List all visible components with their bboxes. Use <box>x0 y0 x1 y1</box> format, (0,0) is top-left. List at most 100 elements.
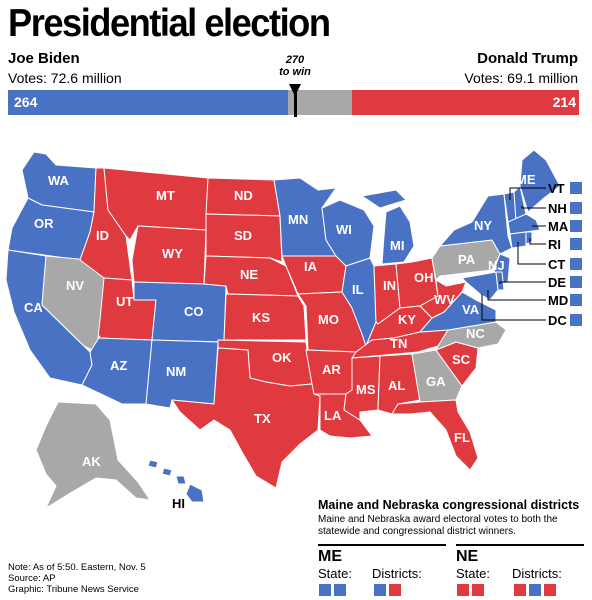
label-de: DE <box>548 275 566 290</box>
state-hi <box>147 459 205 503</box>
callout-line-ct <box>517 242 546 265</box>
state-ri <box>525 231 533 245</box>
label-ri: RI <box>548 237 561 252</box>
state-me <box>519 149 561 213</box>
label-tn: TN <box>390 336 407 351</box>
districts-description: Maine and Nebraska award electoral votes… <box>318 514 558 537</box>
callout-line-de <box>499 281 546 284</box>
me-districts-label: Districts: <box>372 566 422 581</box>
label-nv: NV <box>66 278 84 293</box>
state-labels: WA OR CA NV ID MT WY UT AZ CO NM ND SD N… <box>24 172 536 511</box>
state-ak <box>35 401 151 509</box>
label-va: VA <box>462 302 480 317</box>
label-ma: MA <box>548 219 569 234</box>
label-az: AZ <box>110 358 127 373</box>
ne-district-square <box>514 584 526 596</box>
label-mo: MO <box>318 312 339 327</box>
callout-line-md <box>487 290 546 301</box>
districts-title: Maine and Nebraska congressional distric… <box>318 498 580 512</box>
ne-group-label: NE <box>456 548 479 565</box>
swatch-ri <box>570 238 582 250</box>
label-wi: WI <box>336 222 352 237</box>
label-oh: OH <box>414 270 434 285</box>
swatch-de <box>570 276 582 288</box>
label-al: AL <box>388 378 405 393</box>
label-ny: NY <box>474 218 492 233</box>
trump-votes: Votes: 69.1 million <box>464 70 578 86</box>
callout-line-vt <box>509 187 546 200</box>
graphic-credit: Graphic: Tribune News Service <box>8 584 139 595</box>
ne-divider <box>456 544 584 546</box>
ne-state-square <box>457 584 469 596</box>
trump-name: Donald Trump <box>477 50 578 67</box>
label-ne: NE <box>240 267 258 282</box>
label-nc: NC <box>466 326 485 341</box>
label-tx: TX <box>254 411 271 426</box>
label-fl: FL <box>454 430 470 445</box>
label-or: OR <box>34 216 54 231</box>
ne-state-square <box>472 584 484 596</box>
label-ca: CA <box>24 300 43 315</box>
me-district-square <box>389 584 401 596</box>
label-nj: NJ <box>488 258 505 273</box>
source-text: Source: AP <box>8 573 56 584</box>
biden-bar <box>8 90 289 115</box>
label-wy: WY <box>162 246 183 261</box>
label-md: MD <box>548 293 568 308</box>
ne-district-square <box>544 584 556 596</box>
label-il: IL <box>352 282 364 297</box>
label-id: ID <box>96 228 109 243</box>
label-nm: NM <box>166 364 186 379</box>
label-ak: AK <box>82 454 101 469</box>
state-ma <box>507 213 541 235</box>
label-wa: WA <box>48 173 70 188</box>
me-state-label: State: <box>318 566 352 581</box>
swatch-nh <box>570 202 582 214</box>
me-state-square <box>334 584 346 596</box>
callout-line-dc <box>481 294 546 321</box>
swatch-vt <box>570 182 582 194</box>
note-text: Note: As of 5:50. Eastern, Nov. 5 <box>8 562 146 573</box>
swatch-dc <box>570 314 582 326</box>
biden-name: Joe Biden <box>8 50 80 67</box>
label-la: LA <box>324 408 342 423</box>
label-nd: ND <box>234 188 253 203</box>
swatch-ct <box>570 258 582 270</box>
state-tx <box>171 347 321 489</box>
label-hi: HI <box>172 496 185 511</box>
label-vt: VT <box>548 181 565 196</box>
state-mi <box>361 189 415 265</box>
callout-line-nh <box>521 206 546 209</box>
swatch-md <box>570 294 582 306</box>
state-ct <box>509 231 527 249</box>
label-ct: CT <box>548 257 565 272</box>
label-mi: MI <box>390 238 404 253</box>
me-divider <box>318 544 446 546</box>
footnote: Note: As of 5:50. Eastern, Nov. 5 Source… <box>8 562 146 595</box>
label-co: CO <box>184 304 204 319</box>
trump-ev: 214 <box>552 94 576 110</box>
label-ia: IA <box>304 259 318 274</box>
ne-district-square <box>529 584 541 596</box>
biden-votes: Votes: 72.6 million <box>8 70 122 86</box>
state-fl <box>391 399 479 471</box>
threshold-line <box>294 90 297 117</box>
threshold-label: 270 to win <box>279 54 311 78</box>
label-pa: PA <box>458 252 476 267</box>
label-ky: KY <box>398 312 416 327</box>
trump-bar <box>351 90 579 115</box>
label-mt: MT <box>156 188 175 203</box>
label-ar: AR <box>322 362 341 377</box>
label-sd: SD <box>234 228 252 243</box>
label-ms: MS <box>356 382 376 397</box>
callout-line-ri <box>529 238 546 245</box>
undecided-bar <box>288 90 352 115</box>
label-ks: KS <box>252 310 270 325</box>
label-sc: SC <box>452 352 471 367</box>
label-mn: MN <box>288 212 308 227</box>
state-de <box>495 271 505 291</box>
label-wv: WV <box>434 292 455 307</box>
label-ok: OK <box>272 350 292 365</box>
label-me: ME <box>516 172 536 187</box>
